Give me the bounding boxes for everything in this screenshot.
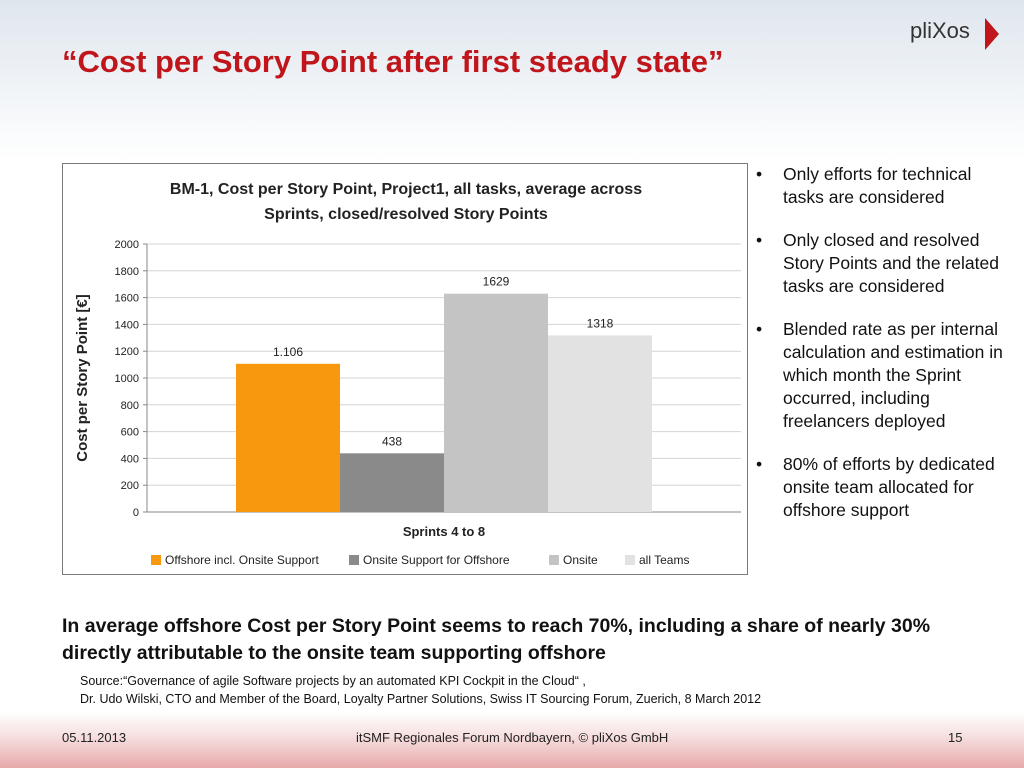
legend-label: Onsite bbox=[563, 553, 598, 567]
legend-label: all Teams bbox=[639, 553, 689, 567]
footer-background bbox=[0, 712, 1024, 768]
bar-value-label: 438 bbox=[382, 434, 402, 448]
source-line-2: Dr. Udo Wilski, CTO and Member of the Bo… bbox=[80, 692, 762, 706]
y-tick-label: 600 bbox=[121, 427, 139, 439]
bar-chart: BM-1, Cost per Story Point, Project1, al… bbox=[74, 181, 741, 567]
footer-center-text: itSMF Regionales Forum Nordbayern, © pli… bbox=[356, 730, 669, 745]
bullet-item: Only closed and resolved Story Points an… bbox=[754, 229, 1016, 298]
x-axis-title: Sprints 4 to 8 bbox=[403, 524, 485, 539]
footer-date: 05.11.2013 bbox=[62, 730, 127, 745]
legend-label: Offshore incl. Onsite Support bbox=[165, 553, 320, 567]
y-tick-label: 1200 bbox=[115, 346, 139, 358]
y-tick-label: 0 bbox=[133, 507, 139, 519]
legend-label: Onsite Support for Offshore bbox=[363, 553, 510, 567]
y-tick-label: 200 bbox=[121, 480, 139, 492]
y-axis-title: Cost per Story Point [€] bbox=[74, 294, 91, 462]
slide-title: “Cost per Story Point after first steady… bbox=[62, 44, 724, 79]
chart-title-line: BM-1, Cost per Story Point, Project1, al… bbox=[170, 181, 642, 198]
plixos-logo: pliXos bbox=[910, 18, 1010, 52]
logo-text: pliXos bbox=[910, 18, 970, 43]
legend-swatch bbox=[625, 555, 635, 565]
legend-swatch bbox=[151, 555, 161, 565]
y-tick-label: 400 bbox=[121, 453, 139, 465]
source-citation: Source:“Governance of agile Software pro… bbox=[80, 672, 980, 708]
y-tick-label: 1000 bbox=[115, 373, 139, 385]
y-tick-label: 2000 bbox=[115, 239, 139, 251]
bar bbox=[236, 363, 340, 512]
y-tick-label: 1800 bbox=[115, 266, 139, 278]
header-background bbox=[0, 0, 1024, 160]
bullet-item: Only efforts for technical tasks are con… bbox=[754, 163, 1016, 209]
bar-value-label: 1318 bbox=[587, 316, 614, 330]
bar-value-label: 1.106 bbox=[273, 345, 303, 359]
bullet-item: 80% of efforts by dedicated onsite team … bbox=[754, 453, 1016, 522]
legend-swatch bbox=[349, 555, 359, 565]
bullet-item: Blended rate as per internal calculation… bbox=[754, 318, 1016, 433]
chart-title-line: Sprints, closed/resolved Story Points bbox=[264, 206, 548, 223]
source-line-1: Source:“Governance of agile Software pro… bbox=[80, 674, 586, 688]
bullet-list: Only efforts for technical tasks are con… bbox=[754, 163, 1016, 542]
bar-value-label: 1629 bbox=[483, 275, 510, 289]
bar bbox=[340, 453, 444, 512]
summary-text: In average offshore Cost per Story Point… bbox=[62, 615, 931, 664]
y-tick-label: 1600 bbox=[115, 293, 139, 305]
legend-swatch bbox=[549, 555, 559, 565]
logo-arrow-icon bbox=[985, 18, 999, 50]
bar bbox=[444, 293, 548, 512]
bar bbox=[548, 335, 652, 512]
bar-chart-frame: BM-1, Cost per Story Point, Project1, al… bbox=[62, 163, 748, 575]
y-tick-label: 1400 bbox=[115, 319, 139, 331]
page-number: 15 bbox=[948, 730, 963, 745]
y-tick-label: 800 bbox=[121, 400, 139, 412]
